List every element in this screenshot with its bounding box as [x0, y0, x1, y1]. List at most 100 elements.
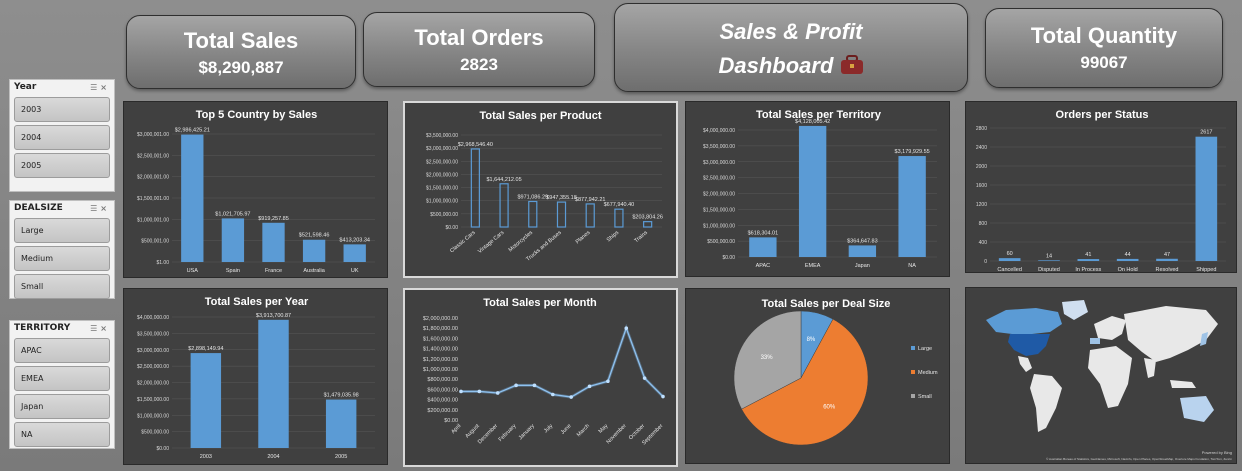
pie-slice[interactable]	[733, 310, 802, 410]
territory-slicer-title: TERRITORY	[14, 323, 71, 333]
data-label: $618,304.01	[748, 230, 779, 236]
data-label: $947,355.18	[546, 195, 577, 201]
series-line[interactable]	[461, 326, 664, 398]
data-point[interactable]	[514, 383, 518, 388]
bar[interactable]	[643, 221, 653, 228]
dealsize-slicer-item[interactable]: Medium	[14, 246, 110, 271]
bar[interactable]	[325, 399, 357, 448]
y-tick-label: $1,500,000.00	[137, 397, 169, 403]
pie-slice[interactable]	[741, 318, 869, 446]
bar[interactable]	[1116, 258, 1139, 261]
territory-sales-plot: Total Sales per Territory $0.00 $500,000.0…	[703, 109, 937, 269]
total-sales-card: Total Sales $8,290,887	[126, 15, 356, 89]
multi-select-icon[interactable]: ☰	[90, 323, 101, 333]
multi-select-icon[interactable]: ☰	[90, 82, 101, 92]
year-sales-plot: Total Sales per Year $0.00 $500,000.00 $1,0…	[137, 296, 375, 460]
clear-filter-icon[interactable]: ⨯	[100, 323, 110, 333]
data-point[interactable]	[606, 379, 610, 384]
y-tick-label: 1200	[976, 202, 987, 208]
total-quantity-value: 99067	[1080, 53, 1128, 72]
x-tick-label: Spain	[226, 268, 240, 274]
bar[interactable]	[998, 258, 1021, 261]
y-tick-label: $500,001.00	[141, 239, 169, 245]
territory-slicer-item[interactable]: NA	[14, 422, 110, 447]
x-tick-label: USA	[187, 268, 199, 274]
y-tick-label: $1,200,000.00	[423, 357, 458, 363]
dealsize-slicer-item[interactable]: Large	[14, 218, 110, 243]
x-tick-label: 2004	[267, 454, 279, 460]
year-slicer-title: Year	[14, 82, 37, 92]
clear-filter-icon[interactable]: ⨯	[100, 82, 110, 92]
data-point[interactable]	[569, 395, 573, 399]
bar[interactable]	[1195, 136, 1218, 261]
y-tick-label: $4,000,000.00	[137, 315, 169, 321]
y-tick-label: $2,500,000.00	[426, 159, 458, 165]
bar[interactable]	[221, 218, 245, 262]
y-tick-label: $3,500,000.00	[703, 144, 735, 150]
y-tick-label: $1,800,000.00	[423, 326, 458, 332]
data-label: $1,021,705.97	[215, 211, 250, 217]
bar[interactable]	[470, 148, 480, 228]
data-point[interactable]	[459, 389, 463, 394]
year-slicer-item[interactable]: 2004	[14, 125, 110, 150]
data-point[interactable]	[551, 392, 555, 397]
data-point[interactable]	[642, 376, 647, 380]
data-point[interactable]	[495, 391, 500, 395]
y-tick-label: $800,000.00	[427, 377, 458, 383]
year-slicer-controls: ☰⨯	[90, 83, 110, 92]
y-tick-label: 0	[984, 259, 987, 265]
data-label: $4,128,005.42	[795, 119, 830, 125]
y-tick-label: $600,000.00	[427, 387, 458, 393]
data-point[interactable]	[477, 389, 482, 394]
clear-filter-icon[interactable]: ⨯	[100, 203, 110, 213]
multi-select-icon[interactable]: ☰	[90, 203, 101, 213]
x-tick-label: Motorcycles	[508, 230, 535, 254]
bar[interactable]	[258, 319, 289, 448]
bar[interactable]	[499, 183, 509, 228]
bar[interactable]	[556, 201, 567, 228]
briefcase-icon	[840, 55, 863, 74]
total-orders-title: Total Orders	[414, 25, 544, 50]
year-sales-chart: Total Sales per Year $0.00 $500,000.00 $1,0…	[123, 288, 388, 465]
bar[interactable]	[302, 239, 326, 262]
territory-slicer-controls: ☰⨯	[90, 324, 110, 333]
bar[interactable]	[749, 237, 777, 257]
y-tick-label: $1,000,000.00	[423, 367, 458, 373]
year-slicer-item[interactable]: 2003	[14, 97, 110, 122]
data-point[interactable]	[624, 326, 629, 330]
bar[interactable]	[1156, 258, 1178, 261]
bar[interactable]	[898, 156, 926, 257]
y-tick-label: $3,000,001.00	[137, 132, 169, 138]
data-point[interactable]	[532, 383, 537, 388]
data-point[interactable]	[661, 394, 665, 399]
bar[interactable]	[848, 245, 877, 257]
data-label: $203,804.26	[632, 215, 663, 221]
territory-slicer-item[interactable]: Japan	[14, 394, 110, 419]
bar[interactable]	[614, 208, 624, 228]
bar[interactable]	[528, 200, 538, 228]
dealsize-slicer-item[interactable]: Small	[14, 274, 110, 299]
year-slicer-item[interactable]: 2005	[14, 153, 110, 178]
data-label: $3,913,700.87	[256, 313, 291, 319]
y-tick-label: 400	[979, 240, 988, 246]
bar[interactable]	[262, 222, 285, 262]
bar[interactable]	[181, 134, 204, 262]
bar[interactable]	[798, 125, 827, 258]
y-tick-label: $1,500,000.00	[426, 186, 458, 192]
x-tick-label: UK	[351, 268, 359, 274]
y-tick-label: 2800	[976, 126, 987, 132]
bar[interactable]	[585, 203, 595, 228]
bar[interactable]	[343, 244, 366, 262]
data-label: $971,086.29	[517, 194, 548, 200]
bar[interactable]	[1077, 259, 1100, 261]
bar[interactable]	[1038, 260, 1060, 261]
slice-label: 33%	[761, 355, 774, 361]
slice-label: 8%	[807, 337, 816, 343]
legend-label: Small	[918, 394, 932, 400]
bar[interactable]	[190, 353, 222, 448]
y-tick-label: $1,400,000.00	[423, 347, 458, 353]
total-orders-card: Total Orders 2823	[363, 12, 595, 87]
territory-slicer-item[interactable]: EMEA	[14, 366, 110, 391]
territory-slicer-item[interactable]: APAC	[14, 338, 110, 363]
data-point[interactable]	[587, 384, 592, 389]
